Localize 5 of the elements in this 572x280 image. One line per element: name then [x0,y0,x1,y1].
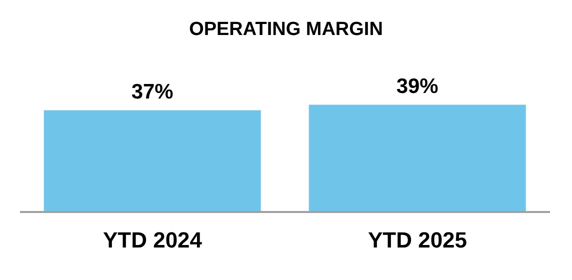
data-label: 39% [396,74,439,98]
x-tick-label: YTD 2024 [102,228,203,253]
data-label: 37% [131,80,174,104]
x-tick-label: YTD 2025 [368,228,468,253]
chart-title: OPERATING MARGIN [188,18,384,42]
